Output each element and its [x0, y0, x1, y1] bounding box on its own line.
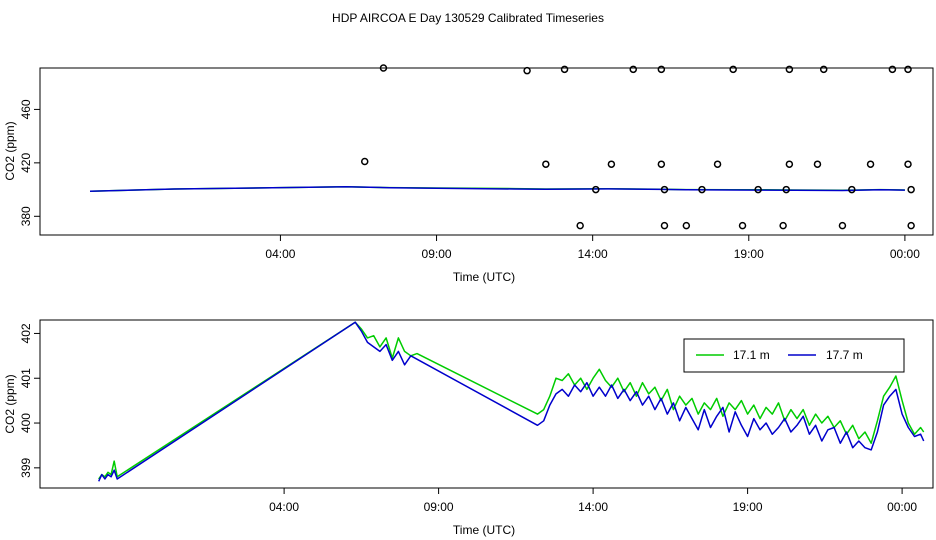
outlier-marker — [907, 221, 915, 230]
outlier-marker — [779, 221, 787, 230]
legend-label-17-1m: 17.1 m — [733, 348, 770, 362]
y-tick-label: 380 — [19, 206, 33, 226]
outlier-marker — [713, 160, 722, 168]
top-y-axis: 380 420 460 — [19, 99, 40, 226]
outlier-marker — [379, 64, 388, 72]
bottom-x-axis-label: Time (UTC) — [453, 523, 515, 537]
outlier-marker — [888, 65, 897, 74]
series-line-17-1-m — [98, 321, 925, 480]
outlier-marker — [660, 221, 669, 230]
bottom-x-axis: 04:00 09:00 14:00 19:00 00:00 — [269, 488, 917, 514]
outlier-marker — [657, 65, 666, 74]
x-tick-label: 09:00 — [424, 500, 454, 514]
outlier-marker — [813, 160, 822, 168]
chart-title: HDP AIRCOA E Day 130529 Calibrated Times… — [332, 11, 604, 25]
outlier-marker — [904, 160, 912, 168]
outlier-marker — [785, 160, 794, 168]
x-tick-label: 04:00 — [269, 500, 299, 514]
outlier-marker — [866, 160, 875, 168]
y-tick-label: 399 — [19, 458, 33, 478]
x-tick-label: 19:00 — [733, 500, 763, 514]
outlier-marker — [838, 221, 847, 230]
outlier-marker — [682, 221, 691, 230]
outlier-marker — [592, 185, 600, 194]
y-tick-label: 460 — [19, 99, 33, 119]
outlier-marker — [629, 65, 638, 74]
top-x-axis-label: Time (UTC) — [453, 270, 515, 284]
series-line-17-7-m — [98, 321, 925, 482]
panel-top: 380 420 460 04:00 09:00 14:00 19:00 00:00 CO2 … — [3, 64, 934, 284]
x-tick-label: 14:00 — [578, 500, 608, 514]
outlier-marker — [848, 185, 856, 194]
outlier-marker — [576, 221, 584, 230]
x-tick-label: 09:00 — [422, 247, 452, 261]
bottom-y-axis: 399 400 401 402 — [19, 323, 40, 478]
outlier-marker — [523, 66, 531, 75]
outlier-marker — [907, 185, 915, 194]
y-tick-label: 402 — [19, 323, 33, 343]
outlier-marker — [560, 65, 569, 74]
outlier-marker — [660, 185, 669, 194]
outlier-marker — [904, 65, 912, 74]
outlier-marker — [738, 221, 747, 230]
y-tick-label: 420 — [19, 153, 33, 173]
outlier-marker — [819, 65, 828, 74]
bottom-series-group — [98, 321, 925, 482]
outlier-marker — [785, 65, 794, 74]
outlier-marker — [698, 185, 706, 194]
legend-label-17-7m: 17.7 m — [826, 348, 863, 362]
x-tick-label: 04:00 — [265, 247, 295, 261]
outlier-marker — [782, 185, 790, 194]
panel-bottom: 399 400 401 402 04:00 09:00 14:00 19:00 00:00 C… — [3, 319, 934, 537]
legend: 17.1 m 17.7 m — [683, 338, 905, 373]
top-x-axis: 04:00 09:00 14:00 19:00 00:00 — [265, 235, 920, 261]
outlier-marker — [607, 160, 616, 168]
outlier-marker — [657, 160, 666, 168]
outlier-marker — [729, 65, 737, 74]
x-tick-label: 00:00 — [890, 247, 920, 261]
outlier-marker — [360, 157, 369, 166]
bottom-y-axis-label: CO2 (ppm) — [3, 374, 17, 433]
y-tick-label: 401 — [19, 368, 33, 388]
top-plot-frame — [39, 67, 934, 236]
top-markers-group — [360, 64, 915, 230]
y-tick-label: 400 — [19, 413, 33, 433]
series-line-blue — [89, 186, 905, 192]
top-series-group — [89, 186, 905, 192]
bottom-plot-frame — [39, 319, 934, 489]
outlier-marker — [542, 160, 550, 168]
x-tick-label: 14:00 — [578, 247, 608, 261]
x-tick-label: 19:00 — [734, 247, 764, 261]
top-y-axis-label: CO2 (ppm) — [3, 121, 17, 180]
outlier-marker — [754, 185, 762, 194]
x-tick-label: 00:00 — [887, 500, 917, 514]
